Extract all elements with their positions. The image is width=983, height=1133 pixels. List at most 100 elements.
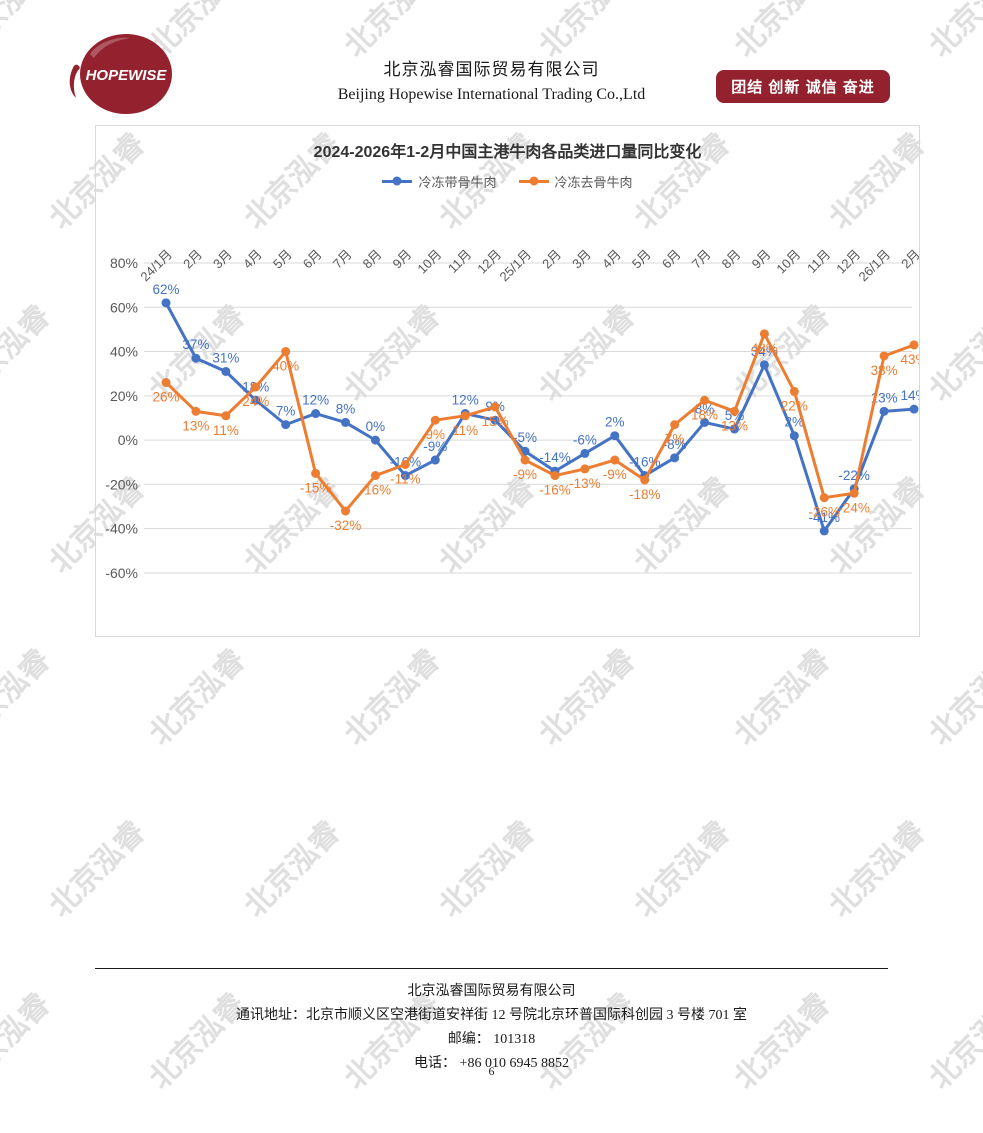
data-point — [341, 506, 351, 516]
data-label: -9% — [603, 467, 627, 482]
data-point — [161, 378, 171, 388]
data-point — [400, 459, 410, 469]
data-label: 13% — [721, 418, 748, 433]
footer-phone: 电话： +86 010 6945 8852 — [414, 1056, 569, 1071]
data-label: 0% — [366, 419, 386, 434]
data-point — [251, 395, 261, 405]
data-point — [370, 435, 380, 445]
data-label: 18% — [691, 407, 718, 422]
x-axis-tick-label: 3月 — [569, 247, 594, 272]
data-point — [311, 409, 321, 419]
x-axis-tick-label: 11月 — [445, 247, 474, 276]
logo-globe — [80, 34, 172, 114]
data-label: 7% — [665, 432, 685, 447]
data-point — [281, 347, 291, 357]
data-point — [789, 386, 799, 396]
x-axis-tick-label: 4月 — [599, 247, 624, 272]
x-axis-tick-label: 9月 — [390, 247, 415, 272]
data-point — [251, 382, 261, 392]
data-label: -18% — [629, 487, 661, 502]
y-axis-tick-label: -60% — [105, 565, 138, 581]
footer-divider — [95, 968, 888, 969]
y-axis-tick-label: 80% — [110, 255, 138, 271]
y-axis-tick-label: 60% — [110, 299, 138, 315]
footer-address: 通讯地址：北京市顺义区空港街道安祥街 12 号院北京环普国际科创园 3 号楼 7… — [236, 1008, 747, 1023]
x-axis-tick-label: 24/1月 — [137, 247, 175, 285]
data-point — [221, 366, 231, 376]
logo-face-profile — [69, 64, 80, 98]
data-point — [640, 475, 650, 485]
company-name-cn: 北京泓睿国际贸易有限公司 — [383, 60, 600, 79]
data-label: -24% — [838, 500, 870, 515]
data-label: 43% — [900, 352, 919, 367]
data-point — [789, 431, 799, 441]
data-point — [430, 455, 440, 465]
data-point — [221, 411, 231, 421]
data-point — [161, 298, 171, 308]
data-label: 31% — [212, 350, 239, 365]
y-axis-tick-label: 0% — [118, 432, 138, 448]
chart-title: 2024-2026年1-2月中国主港牛肉各品类进口量同比变化 — [313, 144, 702, 161]
data-label: 12% — [302, 393, 329, 408]
data-label: -41% — [808, 510, 840, 525]
data-point — [490, 402, 500, 412]
footer-postcode: 邮编： 101318 — [447, 1032, 536, 1047]
slogan-badge: 团结 创新 诚信 奋进 — [716, 70, 890, 103]
chart-container: 2024-2026年1-2月中国主港牛肉各品类进口量同比变化 冷冻带骨牛肉 冷冻去… — [95, 125, 920, 637]
x-axis-tick-label: 25/1月 — [496, 247, 534, 285]
data-point — [849, 488, 859, 498]
data-point — [909, 404, 919, 414]
data-point — [370, 471, 380, 481]
data-point — [610, 455, 620, 465]
chart-legend: 冷冻带骨牛肉 冷冻去骨牛肉 — [96, 171, 919, 191]
data-label: 2% — [605, 415, 625, 430]
x-axis-tick-label: 11月 — [804, 247, 833, 276]
data-point — [759, 329, 769, 339]
data-label: -5% — [513, 430, 537, 445]
data-point — [819, 493, 829, 503]
x-axis-tick-label: 2月 — [539, 247, 564, 272]
data-point — [580, 448, 590, 458]
page-number: 6 — [488, 1064, 495, 1078]
data-point — [191, 353, 201, 363]
x-axis-tick-label: 4月 — [240, 247, 265, 272]
data-label: -13% — [569, 476, 601, 491]
x-axis-tick-label: 6月 — [659, 247, 684, 272]
data-label: 11% — [452, 423, 478, 438]
data-point — [700, 395, 710, 405]
data-label: 13% — [182, 418, 209, 433]
legend-marker-icon — [518, 176, 549, 186]
data-point — [610, 431, 620, 441]
data-label: -8% — [663, 437, 687, 452]
data-label: 11% — [213, 423, 239, 438]
data-label: 24% — [242, 394, 269, 409]
data-label: 38% — [871, 363, 898, 378]
x-axis-tick-label: 26/1月 — [856, 247, 894, 285]
data-label: 9% — [426, 427, 446, 442]
line-chart-plot: 80%60%40%20%0%-20%-40%-60%24/1月 2月 3月 4月 5月 6… — [105, 247, 919, 581]
x-axis-tick-label: 5月 — [270, 247, 295, 272]
x-axis-tick-label: 7月 — [689, 247, 714, 272]
data-label: 62% — [152, 282, 179, 297]
data-label: -15% — [300, 480, 332, 495]
hopewise-logo: HOPEWISE — [69, 34, 172, 114]
legend-marker-icon — [382, 176, 413, 186]
data-label: -26% — [808, 505, 840, 520]
data-label: 26% — [152, 390, 179, 405]
data-point — [281, 420, 291, 430]
data-point — [580, 464, 590, 474]
data-label: 48% — [751, 341, 778, 356]
data-label: 8% — [336, 401, 356, 416]
data-point — [311, 468, 321, 478]
data-label: 22% — [781, 398, 808, 413]
x-axis-tick-label: 8月 — [719, 247, 744, 272]
y-axis-tick-label: 40% — [110, 344, 138, 360]
logo-text: HOPEWISE — [86, 67, 168, 84]
data-label: 13% — [871, 390, 898, 405]
footer-company: 北京泓睿国际贸易有限公司 — [407, 984, 576, 999]
x-axis-tick-label: 3月 — [210, 247, 235, 272]
data-label: -9% — [513, 467, 537, 482]
x-axis-tick-label: 8月 — [360, 247, 385, 272]
legend-label: 冷冻带骨牛肉 — [418, 174, 497, 190]
